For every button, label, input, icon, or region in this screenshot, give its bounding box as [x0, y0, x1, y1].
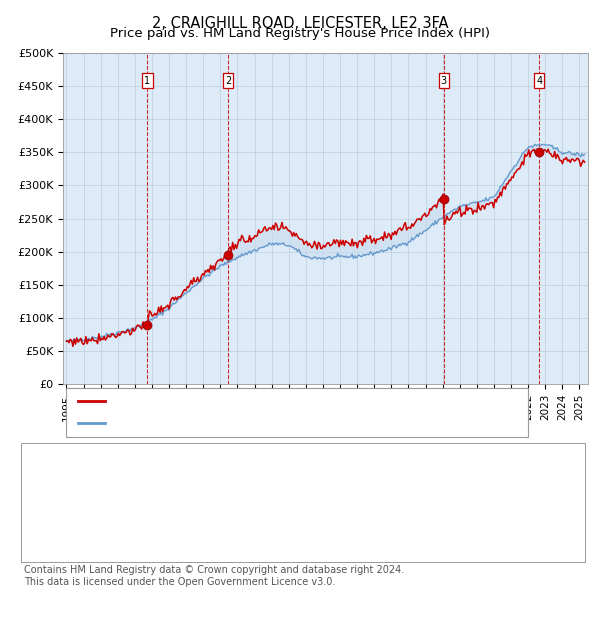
Text: 1: 1 — [144, 76, 151, 86]
Text: 3: 3 — [38, 512, 46, 524]
Text: 1%% ↑ HPI: 1%% ↑ HPI — [408, 482, 472, 494]
Text: 2: 2 — [225, 76, 232, 86]
Text: £195,000: £195,000 — [219, 482, 276, 494]
Text: 1: 1 — [38, 452, 46, 464]
Text: £90,000: £90,000 — [226, 452, 276, 464]
Text: 2: 2 — [38, 482, 46, 494]
Text: 27-JAN-2017: 27-JAN-2017 — [102, 512, 181, 524]
Text: 10%% ↑ HPI: 10%% ↑ HPI — [408, 452, 479, 464]
Text: £280,000: £280,000 — [219, 512, 276, 524]
Text: 18-JUN-2004: 18-JUN-2004 — [102, 482, 181, 494]
Text: 6%% ↑ HPI: 6%% ↑ HPI — [408, 512, 472, 524]
Text: Price paid vs. HM Land Registry's House Price Index (HPI): Price paid vs. HM Land Registry's House … — [110, 27, 490, 40]
Text: 3: 3 — [441, 76, 447, 86]
Text: £350,000: £350,000 — [219, 541, 276, 554]
Text: 25-AUG-2022: 25-AUG-2022 — [102, 541, 181, 554]
Text: Contains HM Land Registry data © Crown copyright and database right 2024.
This d: Contains HM Land Registry data © Crown c… — [24, 565, 404, 587]
Text: 11%% ↓ HPI: 11%% ↓ HPI — [408, 541, 479, 554]
Text: 24-SEP-1999: 24-SEP-1999 — [102, 452, 181, 464]
Text: HPI: Average price, detached house, Leicester: HPI: Average price, detached house, Leic… — [111, 418, 368, 428]
Text: 2, CRAIGHILL ROAD, LEICESTER, LE2 3FA (detached house): 2, CRAIGHILL ROAD, LEICESTER, LE2 3FA (d… — [111, 396, 439, 406]
Text: 4: 4 — [38, 541, 46, 554]
Text: 2, CRAIGHILL ROAD, LEICESTER, LE2 3FA: 2, CRAIGHILL ROAD, LEICESTER, LE2 3FA — [152, 16, 448, 30]
Text: 4: 4 — [536, 76, 542, 86]
